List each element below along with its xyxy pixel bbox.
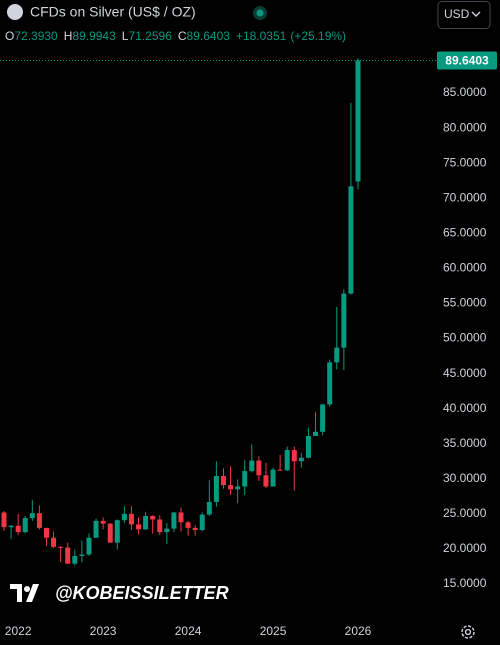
change: +18.0351 — [236, 29, 287, 43]
currency-button[interactable] — [437, 1, 491, 29]
candle-body — [157, 519, 163, 533]
candle-body — [249, 460, 255, 472]
change-pct: (+25.19%) — [290, 29, 346, 43]
candle-body — [150, 515, 156, 520]
candle-body — [136, 524, 142, 530]
candle-body — [235, 486, 241, 490]
candle-body — [192, 527, 198, 531]
candle-body — [334, 347, 340, 363]
candle-body — [199, 514, 205, 531]
y-tick-label: 20.0000 — [443, 541, 487, 555]
y-tick-label: 40.0000 — [443, 401, 487, 415]
market-status-dot — [256, 9, 264, 17]
chart-title: CFDs on Silver (US$ / OZ) — [30, 4, 196, 20]
y-tick-label: 85.0000 — [443, 85, 487, 99]
candle-body — [284, 450, 290, 471]
candle-body — [43, 527, 49, 538]
last-price-label: 89.6403 — [445, 54, 489, 68]
candle-body — [355, 60, 361, 182]
candle-body — [228, 485, 234, 490]
x-tick-label: 2024 — [175, 624, 202, 638]
y-tick-label: 55.0000 — [443, 296, 487, 310]
candle-body — [79, 554, 85, 556]
candle-body — [256, 460, 262, 476]
y-tick-label: 35.0000 — [443, 436, 487, 450]
y-tick-label: 45.0000 — [443, 366, 487, 380]
candle-body — [171, 512, 177, 529]
candle-body — [213, 475, 219, 502]
y-tick-label: 30.0000 — [443, 471, 487, 485]
ohlc-key: L — [122, 29, 129, 43]
y-tick-label: 80.0000 — [443, 120, 487, 134]
candle-body — [313, 431, 319, 437]
candle-body — [86, 537, 92, 555]
candle-body — [29, 513, 35, 519]
symbol-logo — [7, 4, 23, 20]
ohlc-key: C — [178, 29, 187, 43]
candle-body — [164, 528, 170, 533]
y-tick-label: 60.0000 — [443, 261, 487, 275]
candle-body — [341, 293, 347, 348]
candle-body — [51, 537, 57, 547]
y-tick-label: 25.0000 — [443, 506, 487, 520]
watermark-logo — [10, 584, 39, 602]
candle-body — [242, 471, 248, 487]
ohlc-value: 89.9943 — [72, 29, 116, 43]
ohlc-value: 71.2596 — [128, 29, 172, 43]
candle-body — [298, 457, 304, 462]
candle-body — [348, 186, 354, 294]
y-tick-label: 75.0000 — [443, 155, 487, 169]
candle-body — [178, 512, 184, 523]
candle-body — [36, 513, 42, 528]
candle-body — [107, 523, 113, 543]
watermark: @KOBEISSILETTER — [55, 583, 229, 603]
settings-button[interactable] — [461, 625, 475, 639]
ohlc-legend: O72.3930 H89.9943 L71.2596 C89.6403 +18.0351… — [5, 29, 346, 43]
candle-body — [143, 515, 149, 530]
candle-body — [114, 520, 120, 543]
candle-body — [65, 547, 71, 564]
candle-body — [305, 436, 311, 458]
candle-body — [93, 520, 99, 538]
candle-body — [206, 501, 212, 515]
candle-body — [100, 520, 106, 524]
dropdown-arrow[interactable] — [471, 11, 481, 17]
candle-body — [320, 404, 326, 432]
candle-body — [72, 555, 78, 564]
ohlc-key: H — [64, 29, 73, 43]
last-price-box — [437, 51, 497, 70]
candle-body — [327, 362, 333, 405]
candle-body — [15, 525, 21, 533]
candle-body — [263, 475, 269, 487]
ohlc-value: 72.3930 — [14, 29, 58, 43]
y-tick-label: 65.0000 — [443, 225, 487, 239]
x-tick-label: 2025 — [260, 624, 287, 638]
candle-body — [121, 513, 127, 521]
candle-body — [1, 512, 7, 528]
y-tick-label: 70.0000 — [443, 190, 487, 204]
candle-body — [277, 469, 283, 471]
x-tick-label: 2023 — [90, 624, 117, 638]
candle-body — [8, 525, 14, 528]
candle-body — [22, 518, 28, 533]
ohlc-key: O — [5, 29, 14, 43]
currency-label[interactable]: USD — [444, 7, 470, 21]
candle-body — [58, 546, 64, 548]
y-tick-label: 15.0000 — [443, 576, 487, 590]
ohlc-value: 89.6403 — [187, 29, 231, 43]
candle-body — [185, 522, 191, 528]
y-tick-label: 50.0000 — [443, 331, 487, 345]
candle-body — [128, 513, 134, 525]
x-tick-label: 2026 — [345, 624, 372, 638]
candle-body — [291, 450, 297, 462]
x-tick-label: 2022 — [5, 624, 32, 638]
candle-body — [220, 475, 226, 486]
candle-body — [270, 469, 276, 487]
